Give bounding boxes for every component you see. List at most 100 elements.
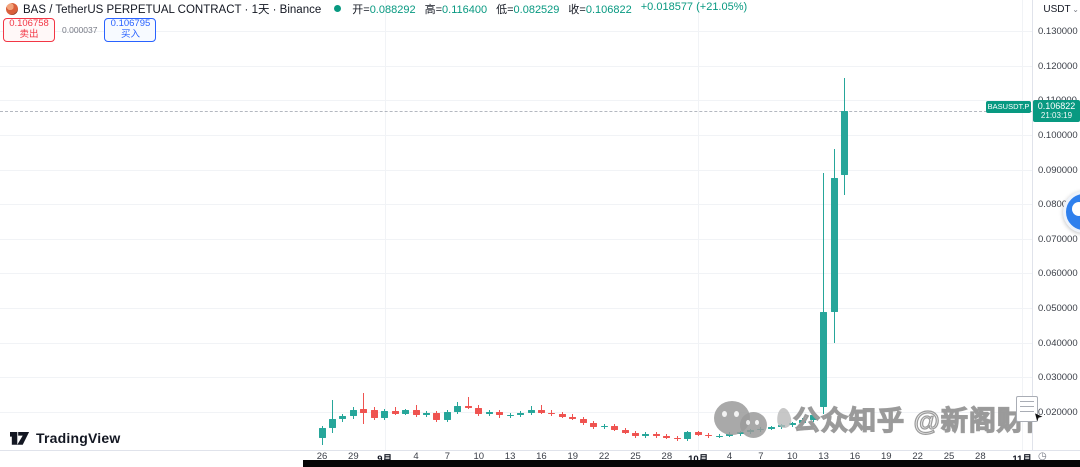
flame-icon: [775, 407, 793, 429]
candle-body: [402, 410, 410, 414]
sell-price: 0.106758: [9, 18, 49, 30]
chart-pane[interactable]: 公众知乎 @新阁财富: [0, 0, 1032, 450]
grid-line-vertical: [384, 0, 386, 450]
price-axis-label: 0.080000: [1038, 199, 1078, 211]
candle-body: [558, 414, 566, 417]
candle-body: [820, 311, 828, 408]
watermark-text: 公众知乎 @新阁财富: [792, 405, 1032, 436]
grid-line-horizontal: [0, 204, 1032, 206]
candle-body: [381, 411, 389, 419]
time-axis-label: 7: [758, 451, 764, 462]
sell-button[interactable]: 0.106758 卖出: [3, 18, 55, 42]
time-axis-label: 13: [818, 451, 829, 462]
bottom-black-bar: [303, 460, 1080, 467]
ohlc-readout: 开=0.088292 高=0.116400 低=0.082529 收=0.106…: [352, 1, 747, 17]
time-axis-label: 29: [348, 451, 359, 462]
candle-body: [412, 410, 420, 415]
time-axis-label: 9月: [377, 451, 392, 465]
candle-body: [715, 435, 723, 437]
candle-wick: [331, 399, 333, 433]
symbol-logo-icon: [6, 2, 18, 15]
symbol-price-label: BASUSDT.P: [986, 101, 1031, 114]
candle-body: [496, 412, 504, 416]
candle-body: [600, 425, 608, 428]
candle-body: [652, 433, 660, 437]
low-value: 0.082529: [513, 3, 560, 16]
candle-body: [537, 409, 545, 413]
candle-body: [642, 433, 650, 436]
candle-body: [611, 425, 619, 430]
market-status-dot: [334, 5, 342, 12]
time-axis-label: 7: [444, 451, 451, 462]
time-axis-label: 19: [567, 451, 579, 462]
candle-body: [579, 418, 587, 424]
candle-wick: [540, 405, 542, 415]
price-axis-label: 0.100000: [1038, 129, 1078, 141]
spread-value: 0.000037: [62, 25, 98, 35]
candle-body: [767, 426, 775, 429]
low-label: 低=: [496, 3, 514, 16]
time-axis-label: 10: [473, 451, 485, 462]
time-axis-label: 4: [726, 451, 733, 462]
chevron-down-icon[interactable]: ⌄: [1072, 5, 1079, 14]
grid-line-horizontal: [0, 31, 1032, 32]
candle-wick: [363, 392, 365, 425]
candle-body: [694, 432, 702, 435]
tradingview-logo[interactable]: TradingView: [10, 429, 120, 446]
cursor-tooltip-card: [1016, 396, 1038, 422]
candle-body: [433, 413, 441, 421]
time-axis-label: 28: [975, 451, 986, 462]
candle-body: [506, 414, 514, 416]
open-value: 0.088292: [369, 3, 416, 16]
price-axis-label: 0.020000: [1038, 407, 1078, 418]
grid-line-horizontal: [0, 273, 1032, 275]
grid-line-vertical: [698, 0, 700, 450]
buy-button[interactable]: 0.106795 买入: [104, 18, 157, 42]
grid-line-horizontal: [0, 342, 1032, 344]
price-axis-label: 0.070000: [1038, 233, 1078, 245]
candle-body: [423, 413, 430, 415]
candle-body: [799, 419, 807, 424]
candle-body: [830, 178, 838, 312]
close-value: 0.106822: [585, 3, 632, 16]
time-axis-label: 25: [630, 451, 641, 462]
candle-body: [391, 411, 399, 414]
candle-wick: [823, 173, 825, 414]
price-axis-label: 0.030000: [1038, 372, 1078, 384]
grid-line-horizontal: [0, 100, 1032, 102]
clock-icon[interactable]: ◷: [1038, 451, 1047, 462]
time-axis-label: 13: [504, 451, 516, 462]
grid-line-vertical: [1022, 0, 1024, 450]
candle-body: [684, 432, 692, 440]
buy-price: 0.106795: [110, 18, 151, 30]
candle-body: [339, 416, 347, 419]
tradingview-logo-icon: [10, 432, 30, 445]
close-label: 收=: [568, 3, 586, 16]
candle-body: [360, 409, 368, 413]
grid-line-horizontal: [0, 238, 1032, 240]
candle-body: [632, 432, 639, 436]
time-axis-label: 4: [413, 451, 419, 462]
price-axis-label: 0.040000: [1038, 337, 1078, 349]
time-axis[interactable]: ◷ 26 29 9月 4 7 10 13 16 19 22 25 28 10月 4 7 10 13 16 19 22 2…: [0, 450, 1080, 465]
tag-countdown: 21:03:19: [1040, 110, 1073, 120]
candle-body: [841, 111, 848, 176]
grid-line-horizontal: [0, 377, 1032, 379]
grid-line-horizontal: [0, 134, 1032, 136]
candle-body: [705, 434, 713, 437]
grid-line-horizontal: [0, 65, 1032, 67]
candle-wick: [467, 397, 469, 410]
watermark: 公众知乎 @新阁财富: [714, 398, 1032, 438]
time-axis-label: 10: [786, 451, 798, 462]
candle-body: [349, 410, 357, 417]
candle-body: [590, 423, 598, 427]
candle-body: [370, 410, 378, 419]
grid-line-horizontal: [0, 169, 1032, 171]
symbol-title[interactable]: BAS / TetherUS PERPETUAL CONTRACT · 1天 ·…: [23, 3, 322, 16]
sell-label: 卖出: [19, 29, 39, 40]
axis-currency-label[interactable]: USDT: [1043, 4, 1071, 15]
price-axis-label: 0.050000: [1038, 303, 1078, 315]
grid-line-horizontal: [0, 308, 1032, 310]
candle-body: [464, 406, 472, 408]
